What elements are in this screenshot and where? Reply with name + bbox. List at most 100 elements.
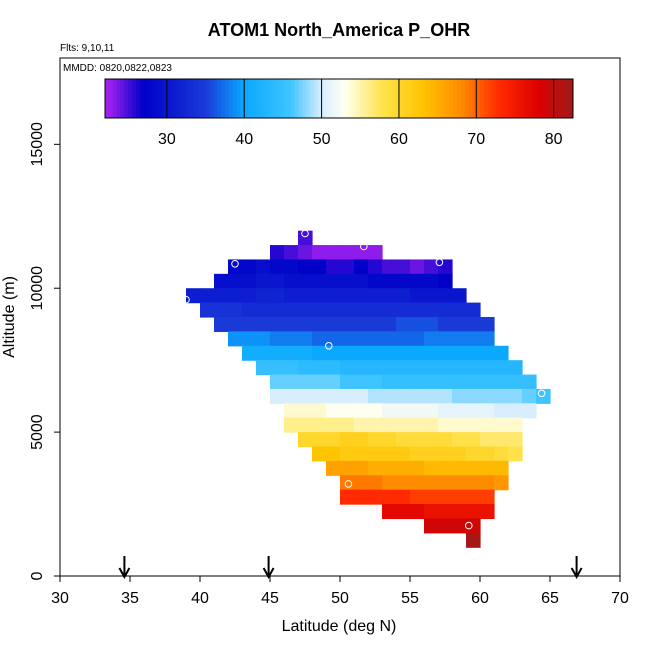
heatmap-cell xyxy=(466,331,481,347)
heatmap-cell xyxy=(410,432,425,448)
colorbar-swatch xyxy=(228,79,234,118)
colorbar-swatch xyxy=(503,79,508,118)
heatmap-cell xyxy=(410,403,425,419)
colorbar-swatch xyxy=(402,79,408,118)
heatmap-cell xyxy=(410,489,425,505)
colorbar-swatch xyxy=(166,79,172,118)
heatmap-cell xyxy=(466,417,481,433)
heatmap-cell xyxy=(312,259,327,275)
colorbar-swatch xyxy=(286,79,292,118)
heatmap-cell xyxy=(270,374,285,390)
heatmap-cell xyxy=(326,302,341,318)
heatmap-cell xyxy=(396,403,411,419)
sample-point xyxy=(325,342,333,350)
heatmap-cell xyxy=(438,331,453,347)
heatmap-cell xyxy=(228,317,243,332)
heatmap-cell xyxy=(312,360,327,376)
heatmap-cell xyxy=(466,345,481,361)
colorbar-swatch xyxy=(186,79,191,118)
heatmap-cell xyxy=(466,388,481,404)
colorbar-swatch xyxy=(456,79,462,118)
colorbar-swatch xyxy=(302,79,307,118)
colorbar-swatch xyxy=(174,79,179,118)
heatmap-cell xyxy=(452,360,467,376)
heatmap-cell xyxy=(410,345,425,361)
heatmap-cell xyxy=(382,360,397,376)
heatmap-cell xyxy=(298,273,313,289)
heatmap-cell xyxy=(340,388,355,404)
heatmap-cell xyxy=(270,331,285,347)
heatmap-cell xyxy=(396,446,411,462)
heatmap-cell xyxy=(494,446,509,462)
heatmap-cell xyxy=(480,417,495,433)
heatmap-cell xyxy=(480,475,495,491)
heatmap-cell xyxy=(396,273,411,289)
colorbar-swatch xyxy=(522,79,528,118)
heatmap-cell xyxy=(270,360,285,376)
heatmap-cell xyxy=(340,360,355,376)
heatmap-cell xyxy=(354,317,369,332)
x-axis-label: Latitude (deg N) xyxy=(282,618,397,635)
heatmap-cell xyxy=(312,331,327,347)
heatmap-cell xyxy=(214,317,229,332)
heatmap-cell xyxy=(368,360,383,376)
flights-label: Flts: 9,10,11 xyxy=(60,43,115,54)
y-tick-label: 0 xyxy=(29,571,46,580)
dates-label: MMDD: 0820,0822,0823 xyxy=(63,63,172,74)
heatmap-cell xyxy=(312,317,327,332)
heatmap-cell xyxy=(284,288,299,304)
sample-points xyxy=(182,229,546,530)
heatmap-cell xyxy=(452,288,467,304)
heatmap-cell xyxy=(326,388,341,404)
colorbar-swatch xyxy=(553,79,559,118)
heatmap-cell xyxy=(312,388,327,404)
heatmap-cell xyxy=(508,388,523,404)
heatmap-cell xyxy=(354,245,369,261)
colorbar-swatch xyxy=(371,79,377,118)
heatmap-cell xyxy=(396,345,411,361)
heatmap-cell xyxy=(466,475,481,491)
heatmap-cell xyxy=(228,302,243,318)
heatmap-cell xyxy=(340,403,355,419)
heatmap-cell xyxy=(312,273,327,289)
heatmap-cell xyxy=(438,518,453,534)
heatmap-cell xyxy=(522,403,537,419)
heatmap-cell xyxy=(382,417,397,433)
heatmap-cell xyxy=(466,432,481,448)
colorbar-swatch xyxy=(178,79,183,118)
heatmap-cell xyxy=(424,317,439,332)
colorbar-swatch xyxy=(163,79,168,118)
colorbar-swatch xyxy=(290,79,296,118)
heatmap-cell xyxy=(480,504,495,520)
heatmap-cell xyxy=(522,374,537,390)
heatmap-cell xyxy=(494,345,509,361)
heatmap-cell xyxy=(382,446,397,462)
heatmap-cell xyxy=(298,302,313,318)
heatmap-cell xyxy=(186,288,201,304)
heatmap-cell xyxy=(452,518,467,534)
heatmap-cell xyxy=(396,504,411,520)
heatmap-cell xyxy=(368,475,383,491)
x-tick-label: 55 xyxy=(401,590,419,607)
colorbar-swatch xyxy=(352,79,357,118)
heatmap-cell xyxy=(256,288,271,304)
colorbar-swatch xyxy=(534,79,539,118)
heatmap-cell xyxy=(410,388,425,404)
heatmap-cell xyxy=(466,460,481,476)
sample-point xyxy=(360,242,368,251)
heatmap-cell xyxy=(424,374,439,390)
colorbar-swatch xyxy=(197,79,203,118)
heatmap-cell xyxy=(382,273,397,289)
colorbar-swatch xyxy=(484,79,489,118)
colorbar-swatch xyxy=(348,79,354,118)
y-axis-label: Altitude (m) xyxy=(1,276,18,358)
flight-arrow-head xyxy=(262,567,275,580)
heatmap-cell xyxy=(326,245,341,261)
heatmap-cell xyxy=(326,317,341,332)
colorbar-swatch xyxy=(383,79,388,118)
heatmap-cell xyxy=(284,259,299,275)
heatmap-cell xyxy=(298,388,313,404)
sample-point xyxy=(537,389,546,398)
heatmap-cell xyxy=(494,432,509,448)
heatmap-cell xyxy=(494,403,509,419)
